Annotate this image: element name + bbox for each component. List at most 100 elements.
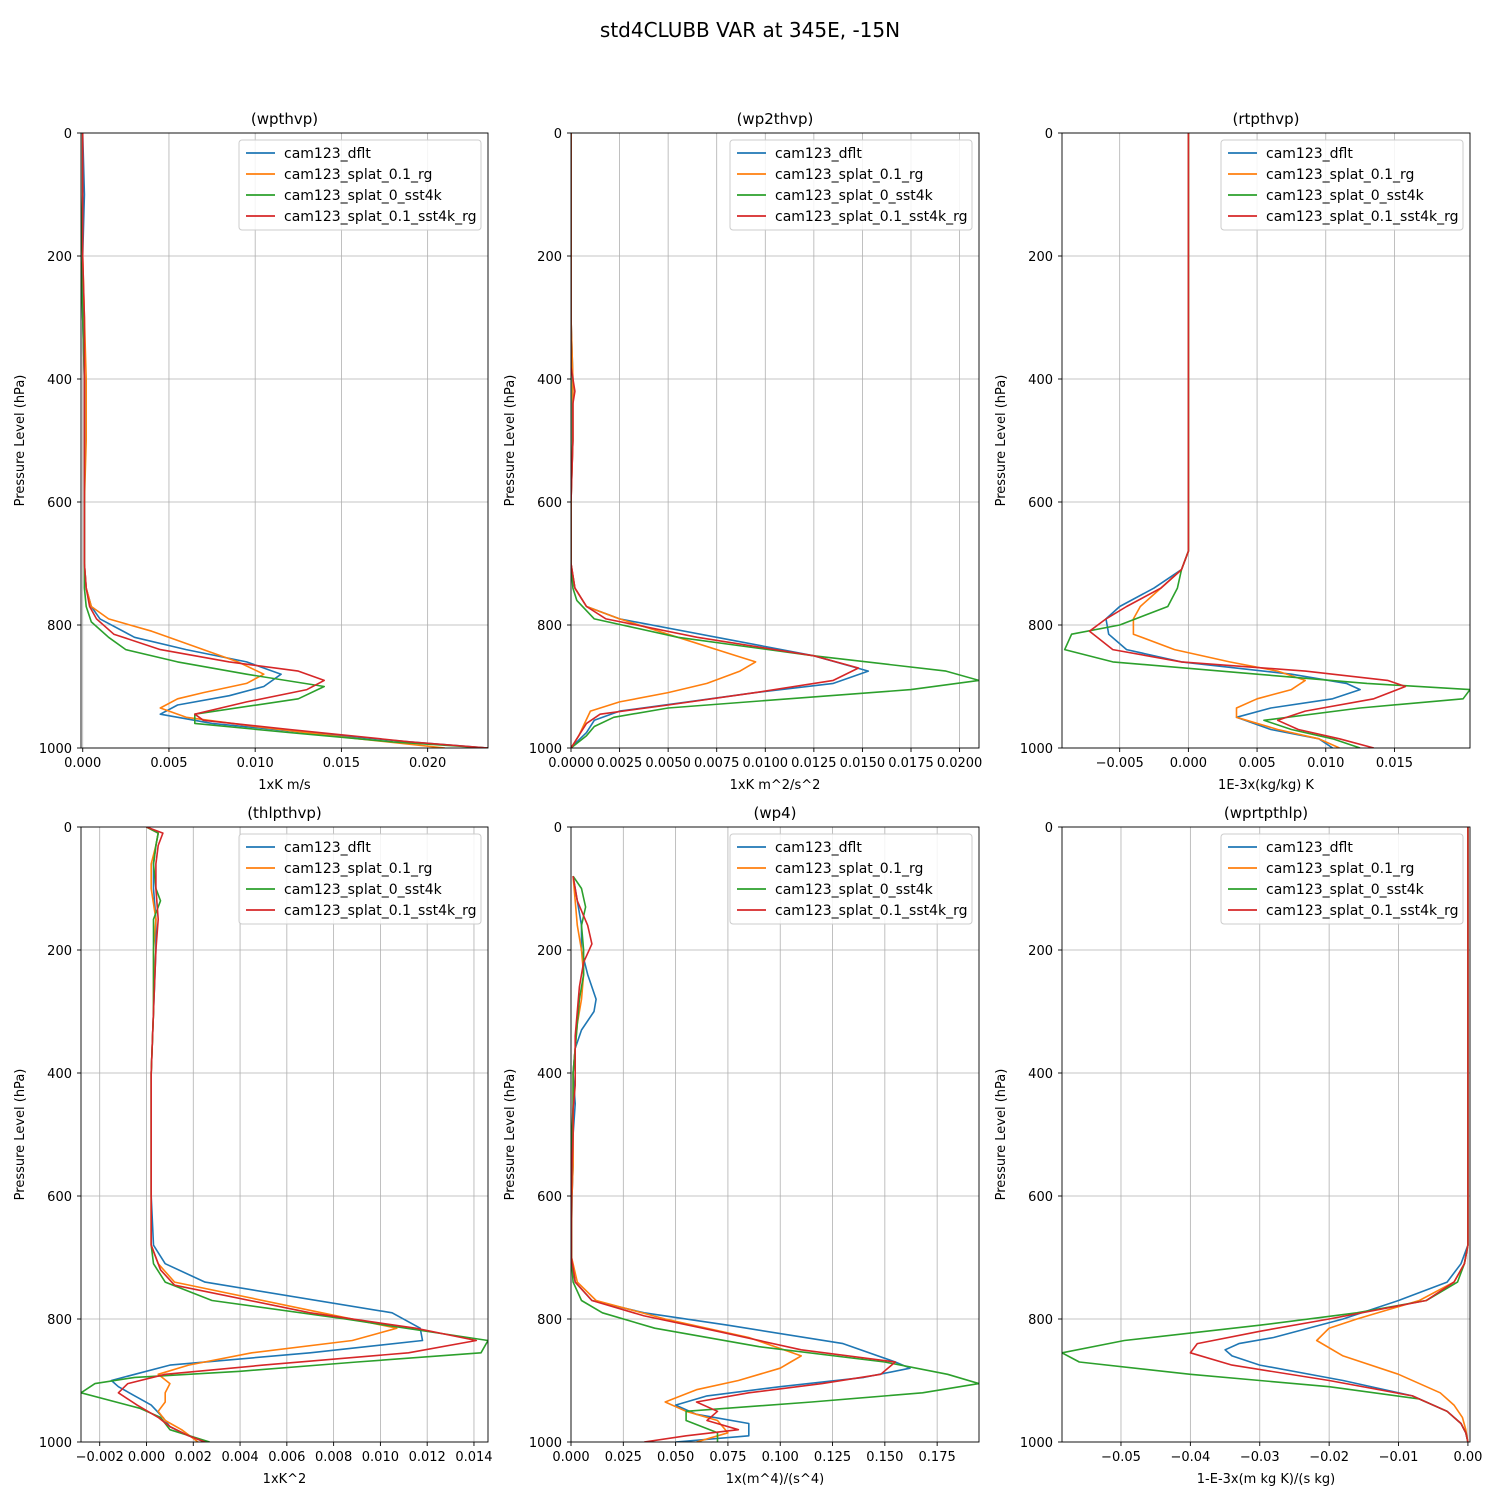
panel-title: (rtpthvp) bbox=[1232, 110, 1299, 128]
panels: 0.000 0.005 0.010 0.015 0.0200 200 400 600 800 10… bbox=[13, 110, 1482, 1487]
y-tick-label: 1000 bbox=[1020, 742, 1053, 757]
y-tick-label: 0 bbox=[554, 821, 562, 836]
x-tick-label: 0.025 bbox=[605, 1450, 642, 1465]
x-tick-label: −0.04 bbox=[1170, 1450, 1210, 1465]
y-tick-label: 800 bbox=[1028, 619, 1053, 634]
series-line-cam123_splat_0_sst4k bbox=[571, 133, 979, 748]
y-tick-label: 600 bbox=[47, 1190, 72, 1205]
series-line-cam123_splat_0.1_rg bbox=[81, 133, 445, 748]
y-tick-label: 400 bbox=[47, 373, 72, 388]
legend-box bbox=[238, 139, 482, 231]
x-axis-label: 1xK m/s bbox=[258, 778, 311, 793]
x-tick-label: 0.0200 bbox=[937, 756, 983, 771]
legend: cam123_dflt cam123_splat_0.1_rg cam123_spl… bbox=[238, 833, 482, 925]
legend-label: cam123_splat_0.1_sst4k_rg bbox=[1266, 209, 1459, 225]
y-tick-label: 200 bbox=[1028, 250, 1053, 265]
legend-label: cam123_dflt bbox=[775, 840, 862, 856]
x-tick-label: 0.0100 bbox=[743, 756, 789, 771]
y-axis-label: Pressure Level (hPa) bbox=[13, 375, 28, 507]
legend-label: cam123_splat_0.1_sst4k_rg bbox=[284, 903, 477, 919]
legend: cam123_dflt cam123_splat_0.1_rg cam123_spl… bbox=[1220, 833, 1464, 925]
y-tick-label: 400 bbox=[1028, 1067, 1053, 1082]
series-line-cam123_splat_0.1_sst4k_rg bbox=[81, 133, 488, 748]
x-axis-label: 1xK m^2/s^2 bbox=[730, 778, 821, 793]
legend-label: cam123_dflt bbox=[1266, 146, 1353, 162]
panel-title: (wp4) bbox=[753, 804, 796, 822]
x-tick-label: 0.000 bbox=[64, 756, 101, 771]
y-tick-label: 200 bbox=[47, 944, 72, 959]
legend-label: cam123_splat_0_sst4k bbox=[284, 882, 443, 898]
x-axis-label: 1-E-3x(m kg K)/(s kg) bbox=[1197, 1472, 1335, 1487]
x-tick-label: 0.015 bbox=[323, 756, 360, 771]
y-tick-label: 600 bbox=[1028, 1190, 1053, 1205]
x-tick-label: 0.005 bbox=[150, 756, 187, 771]
legend-box bbox=[1220, 833, 1464, 925]
y-tick-label: 1000 bbox=[39, 742, 72, 757]
x-tick-label: 0.075 bbox=[709, 1450, 746, 1465]
x-tick-label: 0.010 bbox=[362, 1450, 399, 1465]
x-tick-label: 0.0025 bbox=[597, 756, 643, 771]
y-tick-label: 800 bbox=[47, 1313, 72, 1328]
y-tick-label: 600 bbox=[537, 1190, 562, 1205]
panel-5: 0.000 0.025 0.050 0.075 0.100 0.125 0.150 0.175… bbox=[503, 804, 980, 1487]
panel-title: (wp2thvp) bbox=[737, 110, 814, 128]
panel-title: (wprtpthlp) bbox=[1224, 804, 1308, 822]
x-tick-label: 0.014 bbox=[455, 1450, 492, 1465]
x-tick-label: −0.05 bbox=[1101, 1450, 1141, 1465]
x-tick-label: −0.002 bbox=[76, 1450, 124, 1465]
plot-frame bbox=[570, 132, 980, 749]
legend-label: cam123_splat_0.1_rg bbox=[1266, 861, 1414, 877]
x-axis-label: 1x(m^4)/(s^4) bbox=[726, 1472, 824, 1487]
y-tick-label: 0 bbox=[1045, 821, 1053, 836]
x-axis-label: 1xK^2 bbox=[263, 1472, 307, 1487]
series-line-cam123_splat_0.1_sst4k_rg bbox=[1189, 827, 1469, 1442]
legend-label: cam123_splat_0_sst4k bbox=[775, 188, 934, 204]
series-line-cam123_splat_0.1_sst4k_rg bbox=[117, 827, 478, 1442]
legend-label: cam123_splat_0.1_sst4k_rg bbox=[1266, 903, 1459, 919]
panel-1: 0.000 0.005 0.010 0.015 0.020 0 200 400 600 800 10… bbox=[13, 110, 489, 793]
series-line-cam123_splat_0_sst4k bbox=[81, 133, 488, 748]
series-line-cam123_splat_0.1_rg bbox=[146, 827, 398, 1442]
y-tick-label: 1000 bbox=[39, 1436, 72, 1451]
y-tick-label: 400 bbox=[537, 373, 562, 388]
series-group bbox=[1063, 133, 1470, 748]
x-tick-label: 0.015 bbox=[1376, 756, 1413, 771]
y-tick-label: 800 bbox=[1028, 1313, 1053, 1328]
plot-frame bbox=[570, 826, 980, 1443]
y-axis-label: Pressure Level (hPa) bbox=[994, 375, 1009, 507]
plot-frame bbox=[1061, 132, 1471, 749]
x-tick-label: 0.010 bbox=[237, 756, 274, 771]
x-tick-label: −0.005 bbox=[1096, 756, 1144, 771]
legend-label: cam123_splat_0.1_rg bbox=[775, 861, 923, 877]
y-tick-label: 600 bbox=[47, 496, 72, 511]
series-group bbox=[81, 827, 488, 1442]
legend-label: cam123_splat_0.1_sst4k_rg bbox=[775, 209, 968, 225]
plot-frame bbox=[80, 826, 489, 1443]
legend-label: cam123_dflt bbox=[775, 146, 862, 162]
x-tick-label: 0.000 bbox=[1170, 756, 1207, 771]
y-tick-label: 200 bbox=[537, 250, 562, 265]
x-tick-label: −0.03 bbox=[1240, 1450, 1280, 1465]
y-tick-label: 200 bbox=[47, 250, 72, 265]
y-tick-label: 0 bbox=[1045, 127, 1053, 142]
panel-4: −0.002 0.000 0.002 0.004 0.006 0.008 0.010 0.01… bbox=[13, 804, 493, 1487]
legend-label: cam123_dflt bbox=[1266, 840, 1353, 856]
legend-label: cam123_splat_0.1_rg bbox=[284, 167, 432, 183]
legend-label: cam123_splat_0_sst4k bbox=[1266, 882, 1425, 898]
legend-label: cam123_splat_0_sst4k bbox=[775, 882, 934, 898]
y-tick-label: 600 bbox=[1028, 496, 1053, 511]
legend-label: cam123_splat_0.1_rg bbox=[775, 167, 923, 183]
x-tick-label: 0.125 bbox=[814, 1450, 851, 1465]
x-tick-label: 0.050 bbox=[657, 1450, 694, 1465]
legend: cam123_dflt cam123_splat_0.1_rg cam123_spl… bbox=[729, 139, 973, 231]
y-tick-label: 800 bbox=[47, 619, 72, 634]
y-tick-label: 1000 bbox=[529, 742, 562, 757]
series-line-cam123_dflt bbox=[110, 827, 424, 1442]
legend: cam123_dflt cam123_splat_0.1_rg cam123_spl… bbox=[729, 833, 973, 925]
series-line-cam123_splat_0.1_sst4k_rg bbox=[1088, 133, 1407, 748]
x-tick-label: 0.0050 bbox=[645, 756, 691, 771]
legend-box bbox=[729, 833, 973, 925]
panel-6: −0.05 −0.04 −0.03 −0.02 −0.01 0.00 0 200 400 600 8… bbox=[994, 804, 1482, 1487]
